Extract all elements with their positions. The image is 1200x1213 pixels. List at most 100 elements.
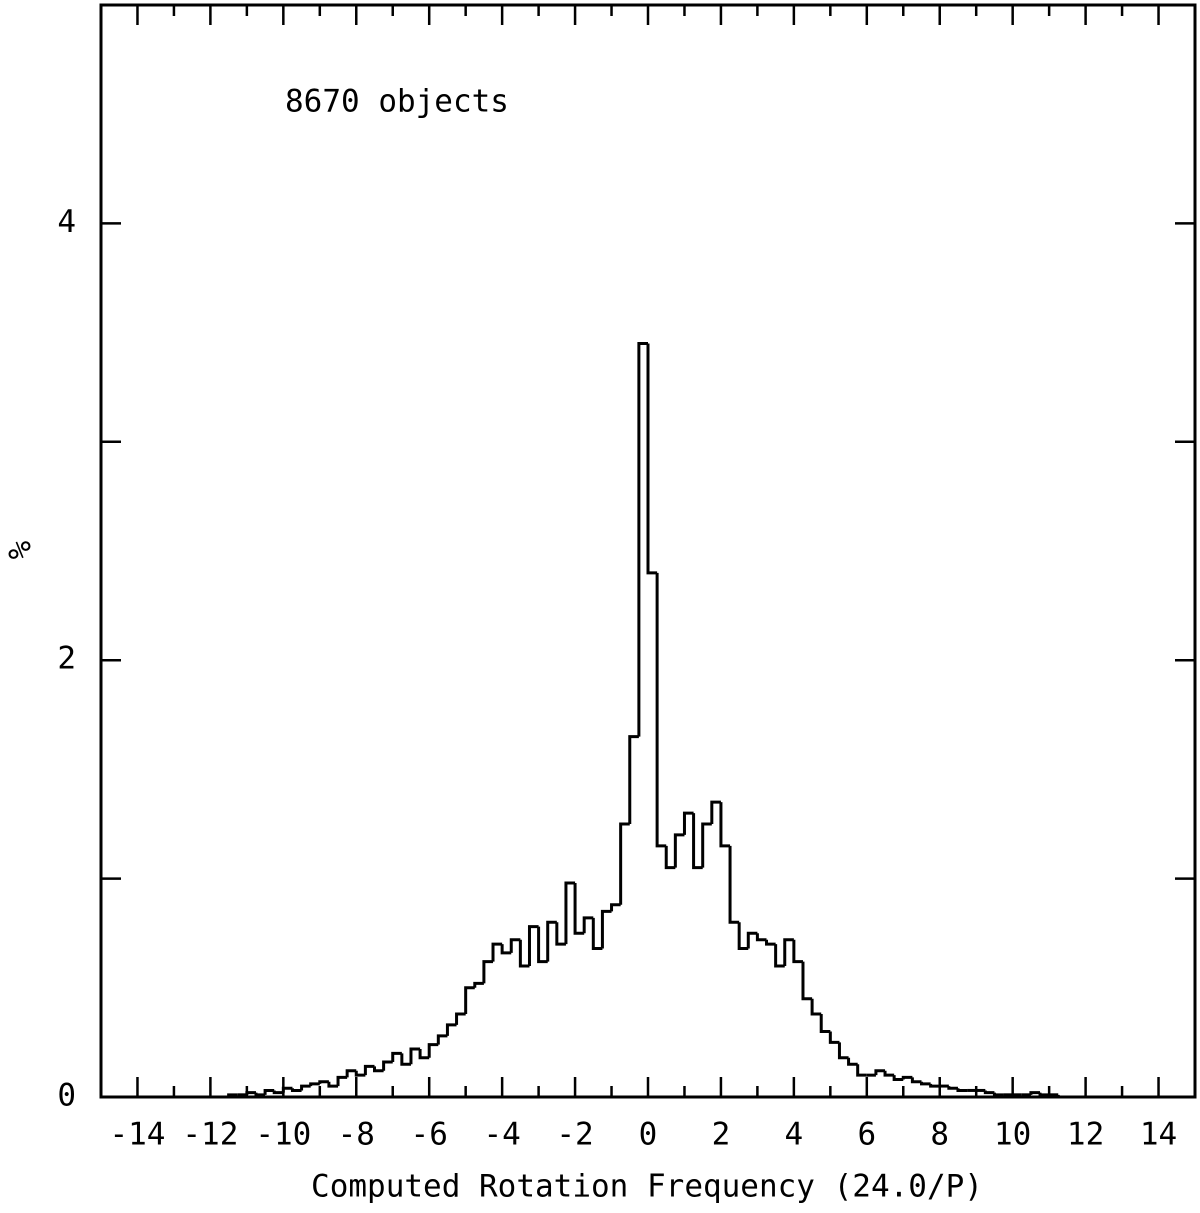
histogram-bin (455, 1012, 466, 1025)
histogram-bin (856, 1064, 867, 1077)
histogram-bin (755, 933, 767, 942)
histogram-bin (518, 939, 530, 968)
histogram-bin (992, 1092, 1004, 1097)
histogram-bin (719, 802, 731, 848)
histogram-bin (391, 1051, 402, 1063)
x-tick-label: -2 (556, 1117, 593, 1153)
histogram-bin (509, 938, 521, 953)
histogram-bin (354, 1070, 366, 1077)
histogram-bin (673, 833, 685, 868)
histogram-bin (901, 1075, 913, 1080)
histogram-bin (591, 917, 603, 950)
histogram-bin (892, 1075, 904, 1082)
histogram-bin (920, 1081, 931, 1086)
histogram-bin (637, 342, 648, 737)
histogram-bin (810, 998, 822, 1016)
histogram-bin (254, 1092, 266, 1097)
histogram-bin (765, 939, 776, 946)
x-tick-label: 0 (639, 1117, 658, 1153)
histogram-bin (600, 909, 612, 949)
histogram-bin (783, 938, 794, 966)
histogram-bin (801, 961, 813, 1001)
histogram-bin (956, 1088, 968, 1092)
histogram-bin (445, 1023, 457, 1036)
histogram-bin (910, 1077, 922, 1084)
histogram-bin (336, 1075, 348, 1087)
histogram-bin (363, 1064, 375, 1076)
histogram-bin (1029, 1091, 1041, 1095)
histogram-bin (710, 800, 721, 824)
histogram-bin (1038, 1092, 1050, 1097)
y-tick-label: 2 (57, 641, 76, 677)
x-tick-label: 4 (785, 1117, 804, 1153)
histogram-bin (655, 572, 667, 848)
histogram-bin (500, 944, 512, 955)
histogram-bin (646, 343, 658, 575)
histogram-bin (619, 822, 630, 905)
histogram-bin (263, 1088, 275, 1095)
x-tick-label: -8 (338, 1117, 375, 1153)
histogram-bin (847, 1057, 858, 1066)
histogram-bin (373, 1066, 384, 1073)
histogram-bin (436, 1034, 448, 1045)
histogram-bin (482, 960, 494, 984)
x-tick-label: 14 (1140, 1117, 1177, 1153)
histogram-bin (327, 1081, 339, 1088)
histogram-bin (682, 811, 694, 835)
histogram-bin (418, 1048, 430, 1060)
histogram-bin (272, 1090, 284, 1095)
y-tick-label: 0 (57, 1078, 76, 1114)
histogram-bin (491, 942, 503, 962)
x-tick-label: -10 (255, 1117, 311, 1153)
histogram-bin (819, 1014, 831, 1033)
x-tick-label: 2 (712, 1117, 731, 1153)
histogram-bin (573, 882, 585, 935)
histogram-bin (728, 845, 740, 924)
histogram-bin (929, 1083, 940, 1088)
histogram-bin (1056, 1094, 1068, 1099)
histogram-bin (527, 925, 539, 966)
histogram-bin (883, 1070, 895, 1077)
histogram-bin (537, 926, 548, 964)
histogram-bin (281, 1086, 293, 1093)
histogram-bin (300, 1084, 311, 1091)
y-tick-label: 4 (57, 204, 76, 240)
x-tick-label: 10 (994, 1117, 1031, 1153)
y-axis-label: % (3, 540, 39, 559)
x-tick-label: -12 (182, 1117, 238, 1153)
histogram-bin (947, 1086, 958, 1090)
histogram-bin (582, 916, 594, 934)
histogram-bin (245, 1091, 256, 1095)
histogram-bin (737, 922, 749, 950)
histogram-bin (874, 1069, 886, 1076)
x-tick-label: -6 (411, 1117, 448, 1153)
histogram-bin (628, 735, 639, 824)
histogram-bin (427, 1043, 439, 1058)
histogram-bin (382, 1060, 393, 1071)
histogram-bin (318, 1080, 329, 1084)
histogram-bin (309, 1082, 320, 1087)
x-tick-label: 12 (1067, 1117, 1104, 1153)
histogram-bin (473, 981, 484, 988)
histogram-bin (746, 931, 758, 949)
annotation: 8670 objects (285, 84, 509, 120)
histogram-bin (400, 1053, 411, 1066)
histogram-bin (792, 939, 803, 964)
histogram-bin (692, 813, 703, 870)
histogram-bin (227, 1093, 238, 1097)
x-axis-label: Computed Rotation Frequency (24.0/P) (311, 1169, 983, 1205)
x-tick-label: 6 (857, 1117, 876, 1153)
histogram-bin (464, 986, 475, 1015)
histogram-bin (701, 822, 712, 868)
histogram-bin (290, 1088, 302, 1092)
histogram-bin (345, 1069, 357, 1078)
histogram-bin (774, 944, 785, 968)
histogram-bin (546, 920, 557, 962)
histogram-bin (828, 1031, 840, 1044)
x-tick-label: -4 (483, 1117, 520, 1153)
histogram-bin (664, 845, 676, 870)
histogram-bin (564, 881, 576, 945)
histogram-bin (837, 1042, 849, 1060)
histogram-bin (983, 1090, 995, 1095)
